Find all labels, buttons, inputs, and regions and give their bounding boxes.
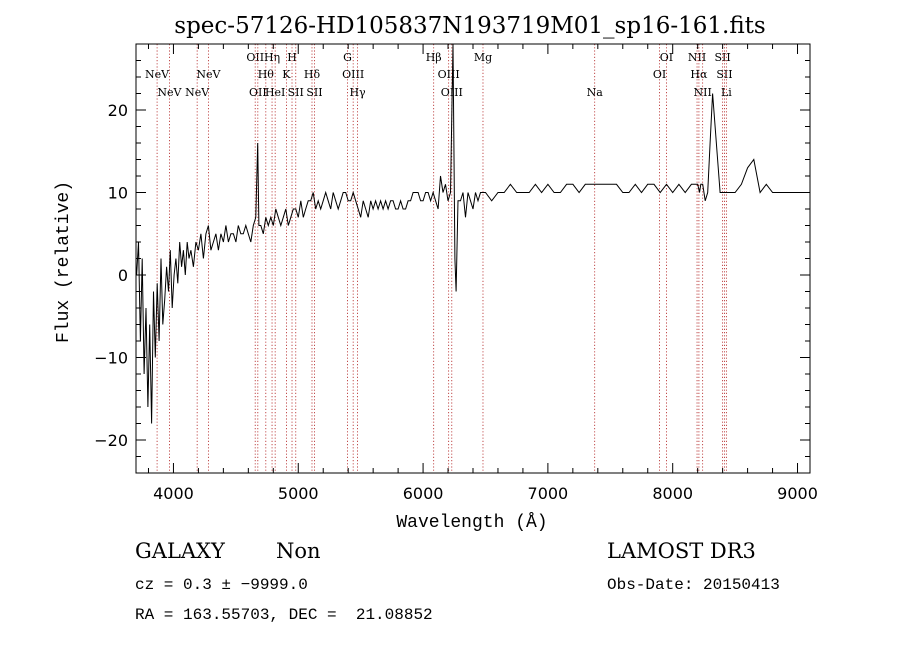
- line-marker-label-9: K: [282, 68, 291, 81]
- y-tick-label-4: 20: [108, 101, 128, 120]
- y-tick-label-0: −20: [94, 431, 128, 450]
- x-tick-label-4: 8000: [652, 484, 693, 503]
- line-marker-label-14: G: [343, 51, 352, 64]
- obs-date: Obs-Date: 20150413: [607, 576, 780, 594]
- line-marker-label-1: NeV: [157, 86, 182, 99]
- y-axis-label: Flux (relative): [54, 181, 74, 343]
- line-marker-label-8: HeI: [265, 86, 285, 99]
- object-subclass: Non: [276, 539, 321, 563]
- line-marker-label-7: Hη: [264, 51, 280, 64]
- line-marker-label-13: SII: [306, 86, 322, 99]
- line-marker-label-0: NeV: [145, 68, 170, 81]
- line-marker-label-17: Hβ: [426, 51, 442, 64]
- line-marker-label-20: Mg: [474, 51, 492, 64]
- line-marker-label-16: Hγ: [349, 86, 366, 99]
- line-marker-label-23: OI: [660, 51, 673, 64]
- line-marker-label-27: SII: [715, 51, 731, 64]
- line-marker-label-18: OIII: [438, 68, 460, 81]
- chart-title: spec-57126-HD105837N193719M01_sp16-161.f…: [174, 13, 765, 39]
- line-marker-label-6: Hθ: [258, 68, 275, 81]
- line-marker-label-22: OI: [653, 68, 666, 81]
- y-tick-label-1: −10: [94, 349, 128, 368]
- x-tick-label-3: 7000: [528, 484, 569, 503]
- x-tick-label-5: 9000: [777, 484, 818, 503]
- redshift-cz: cz = 0.3 ± −9999.0: [135, 576, 308, 594]
- coordinates: RA = 163.55703, DEC = 21.08852: [135, 606, 433, 624]
- line-marker-label-12: Hδ: [304, 68, 321, 81]
- line-marker-label-3: NeV: [196, 68, 221, 81]
- line-marker-label-4: OII: [246, 51, 264, 64]
- x-tick-label-2: 6000: [403, 484, 444, 503]
- line-marker-label-28: SII: [716, 68, 732, 81]
- line-marker-label-25: Hα: [690, 68, 708, 81]
- spectrum-line: [136, 43, 800, 424]
- line-marker-label-26: NII: [693, 86, 711, 99]
- x-tick-label-0: 4000: [153, 484, 194, 503]
- y-tick-label-2: 0: [118, 266, 128, 285]
- line-marker-label-21: Na: [587, 86, 604, 99]
- survey-name: LAMOST DR3: [607, 539, 756, 563]
- line-marker-label-15: OIII: [342, 68, 364, 81]
- spectrum-series: [136, 43, 800, 424]
- line-marker-label-5: OII: [249, 86, 267, 99]
- line-marker-label-24: NII: [688, 51, 706, 64]
- line-marker-label-29: Li: [721, 86, 732, 99]
- line-marker-label-10: H: [287, 51, 297, 64]
- line-marker-label-11: SII: [288, 86, 304, 99]
- line-marker-label-2: NeV: [185, 86, 210, 99]
- object-class: GALAXY: [135, 539, 226, 563]
- y-tick-label-3: 10: [108, 184, 128, 203]
- x-tick-label-1: 5000: [278, 484, 319, 503]
- x-axis-label: Wavelength (Å): [396, 512, 547, 533]
- plot-frame: [135, 43, 811, 474]
- axes: 4000 5000 6000 7000 8000 9000 −20 −10 0 10 20: [94, 44, 818, 503]
